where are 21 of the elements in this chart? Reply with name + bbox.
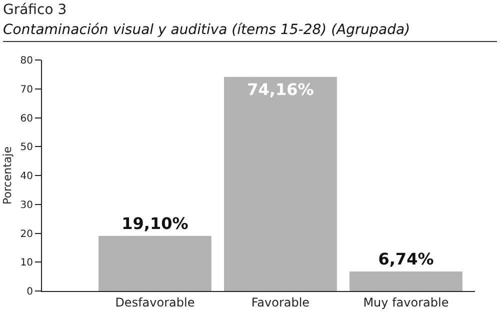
bar — [98, 236, 212, 291]
x-tick-label: Desfavorable — [115, 295, 195, 310]
y-tick-label: 50 — [20, 142, 33, 154]
chart-subtitle: Contaminación visual y auditiva (ítems 15-28) (Agrupada) — [3, 22, 497, 42]
chart-title: Gráfico 3 — [3, 2, 67, 18]
data-label: 19,10% — [122, 214, 188, 233]
y-tick-label: 0 — [26, 286, 33, 298]
data-label: 6,74% — [378, 250, 434, 269]
y-tick-label: 70 — [20, 84, 33, 96]
x-tick-label: Favorable — [251, 295, 310, 310]
y-tick-label: 20 — [20, 228, 33, 240]
y-tick-label: 10 — [20, 258, 33, 269]
bar — [224, 76, 337, 291]
data-label: 74,16% — [247, 80, 314, 99]
y-tick-label: 60 — [20, 113, 33, 124]
y-tick-label: 40 — [20, 171, 33, 182]
bar — [349, 272, 462, 291]
y-tick-label: 30 — [20, 200, 33, 211]
x-tick-label: Muy favorable — [363, 295, 449, 310]
y-axis-title: Porcentaje — [0, 146, 14, 204]
y-tick-label: 80 — [20, 56, 33, 66]
